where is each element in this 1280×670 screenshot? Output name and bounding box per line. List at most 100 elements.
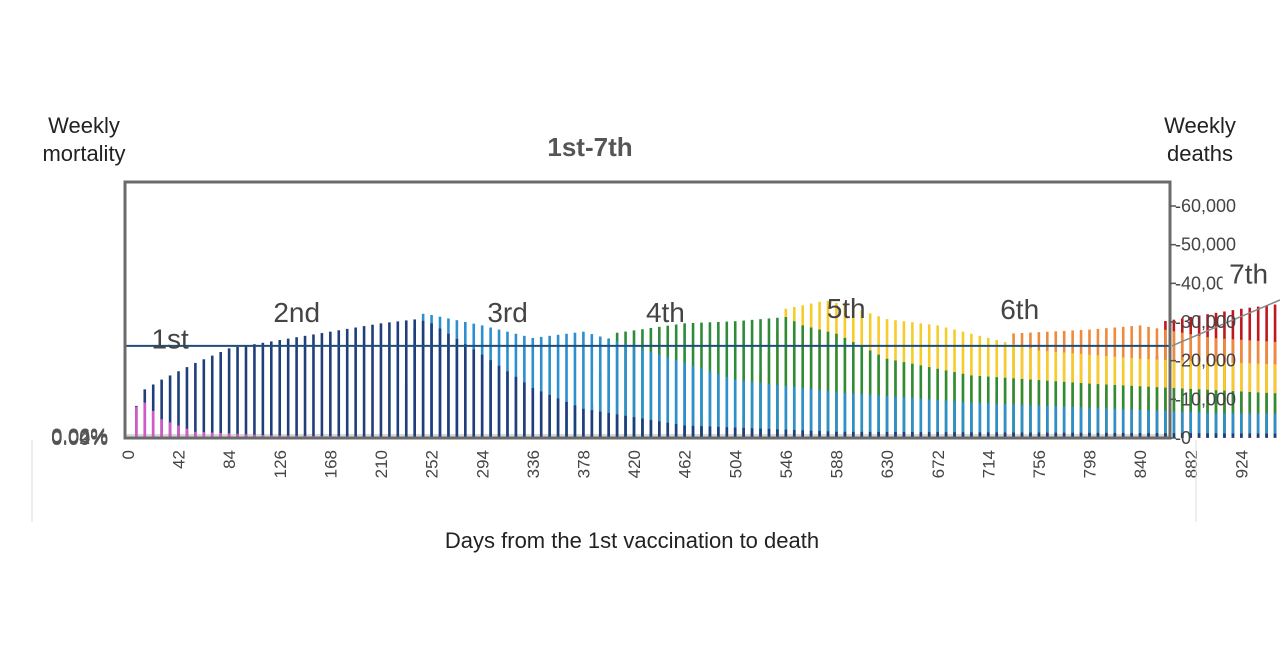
bar-2nd-day-672 [936, 432, 939, 438]
bar-2nd-day-350 [548, 394, 551, 438]
bar-1st-day-49 [185, 428, 189, 438]
bar-3rd-day-882 [1189, 412, 1193, 438]
bar-2nd-day-189 [354, 327, 357, 438]
x-tick-label: 420 [625, 450, 644, 478]
bar-2nd-day-665 [927, 432, 931, 438]
bar-2nd-day-385 [590, 410, 594, 438]
x-tick-label: 252 [423, 450, 442, 478]
bar-2nd-day-868 [1172, 433, 1176, 438]
bar-2nd-day-357 [556, 398, 560, 438]
series-2nd-bars [135, 319, 1277, 438]
bar-3rd-day-735 [1012, 404, 1015, 438]
bar-2nd-day-280 [464, 344, 467, 438]
x-tick-label: 588 [828, 450, 847, 478]
bar-3rd-day-455 [674, 360, 678, 438]
bar-2nd-day-364 [565, 401, 568, 438]
bar-2nd-day-644 [902, 432, 906, 438]
bar-2nd-day-749 [1029, 432, 1032, 438]
bar-3rd-day-378 [582, 331, 585, 438]
bar-3rd-day-805 [1096, 408, 1100, 438]
y-right-tick-label: -60,000 [1175, 196, 1236, 216]
bar-2nd-day-938 [1256, 433, 1260, 438]
bar-2nd-day-462 [683, 425, 686, 438]
x-tick-label: 42 [170, 450, 189, 469]
bar-2nd-day-840 [1138, 433, 1142, 438]
bar-3rd-day-399 [607, 338, 610, 438]
bar-2nd-day-609 [860, 431, 864, 438]
bar-3rd-day-812 [1105, 408, 1108, 438]
bar-2nd-day-392 [598, 411, 602, 438]
bar-2nd-day-924 [1240, 433, 1243, 438]
bar-4th-day-588 [835, 333, 838, 438]
bar-2nd-day-483 [708, 426, 712, 438]
bar-2nd-day-623 [877, 431, 880, 438]
bar-2nd-day-28 [160, 379, 163, 438]
dose-label-6th: 6th [1000, 294, 1039, 325]
bar-1st-day-21 [151, 410, 155, 438]
left-axis-unit-label: Weekly mortality [42, 113, 126, 166]
bar-3rd-day-658 [919, 398, 923, 438]
bar-3rd-day-343 [539, 336, 543, 438]
bar-2nd-day-371 [573, 405, 577, 438]
bar-1st-day-28 [160, 419, 163, 438]
bar-1st-day-7 [135, 406, 138, 438]
bar-3rd-day-511 [742, 380, 745, 438]
bar-3rd-day-623 [877, 395, 880, 438]
bar-2nd-day-196 [362, 326, 366, 438]
bar-2nd-day-539 [776, 429, 779, 438]
bar-2nd-day-742 [1020, 432, 1024, 438]
bar-3rd-day-763 [1046, 405, 1049, 438]
x-tick-label: 336 [524, 450, 543, 478]
bar-2nd-day-756 [1037, 432, 1041, 438]
bar-2nd-day-791 [1079, 432, 1083, 438]
bar-2nd-day-630 [885, 431, 889, 438]
bar-2nd-day-917 [1231, 433, 1235, 438]
bar-2nd-day-784 [1071, 432, 1074, 438]
bar-2nd-day-140 [295, 337, 298, 438]
bar-3rd-day-721 [995, 403, 999, 438]
bar-2nd-day-581 [826, 431, 830, 438]
bar-3rd-day-385 [590, 334, 594, 438]
y-right-tick-label: -10,000 [1175, 389, 1236, 409]
bar-2nd-day-70 [210, 355, 214, 438]
bar-3rd-day-917 [1231, 413, 1235, 438]
bar-2nd-day-721 [995, 432, 999, 438]
bar-3rd-day-826 [1121, 409, 1125, 438]
bar-3rd-day-539 [776, 384, 779, 438]
bar-2nd-day-854 [1155, 433, 1159, 438]
bar-2nd-day-798 [1088, 432, 1091, 438]
bar-2nd-day-525 [759, 428, 762, 438]
bar-2nd-day-805 [1096, 432, 1100, 438]
bar-3rd-day-357 [556, 334, 560, 438]
bar-2nd-day-105 [253, 344, 256, 438]
bar-3rd-day-798 [1088, 407, 1091, 438]
bar-2nd-day-252 [430, 323, 433, 438]
bar-3rd-day-420 [632, 346, 636, 438]
bar-3rd-day-749 [1029, 405, 1032, 438]
bar-4th-day-567 [809, 327, 813, 438]
bar-4th-day-616 [868, 350, 872, 438]
x-tick-label: 840 [1131, 450, 1150, 478]
bar-1st-day-98 [244, 434, 248, 438]
bar-3rd-day-476 [700, 368, 703, 438]
bar-2nd-day-616 [868, 431, 872, 438]
bar-3rd-day-791 [1079, 407, 1083, 438]
bar-3rd-day-945 [1265, 413, 1268, 438]
bar-4th-day-609 [860, 346, 864, 438]
bar-3rd-day-868 [1172, 411, 1176, 438]
bar-3rd-day-371 [573, 332, 577, 438]
bar-2nd-day-847 [1147, 433, 1150, 438]
bar-3rd-day-700 [970, 402, 973, 438]
bar-3rd-day-441 [658, 354, 661, 438]
bar-2nd-day-56 [194, 362, 197, 438]
bar-4th-day-539 [776, 317, 779, 438]
bar-3rd-day-693 [961, 401, 965, 438]
bar-2nd-day-182 [345, 328, 349, 438]
y-left-tick-label: 0.06% [51, 425, 108, 447]
bar-1st-day-35 [168, 422, 172, 438]
bar-3rd-day-595 [843, 392, 847, 438]
bar-4th-day-581 [826, 331, 830, 438]
bar-1st-day-105 [253, 434, 256, 438]
bar-1st-day-42 [177, 425, 180, 438]
